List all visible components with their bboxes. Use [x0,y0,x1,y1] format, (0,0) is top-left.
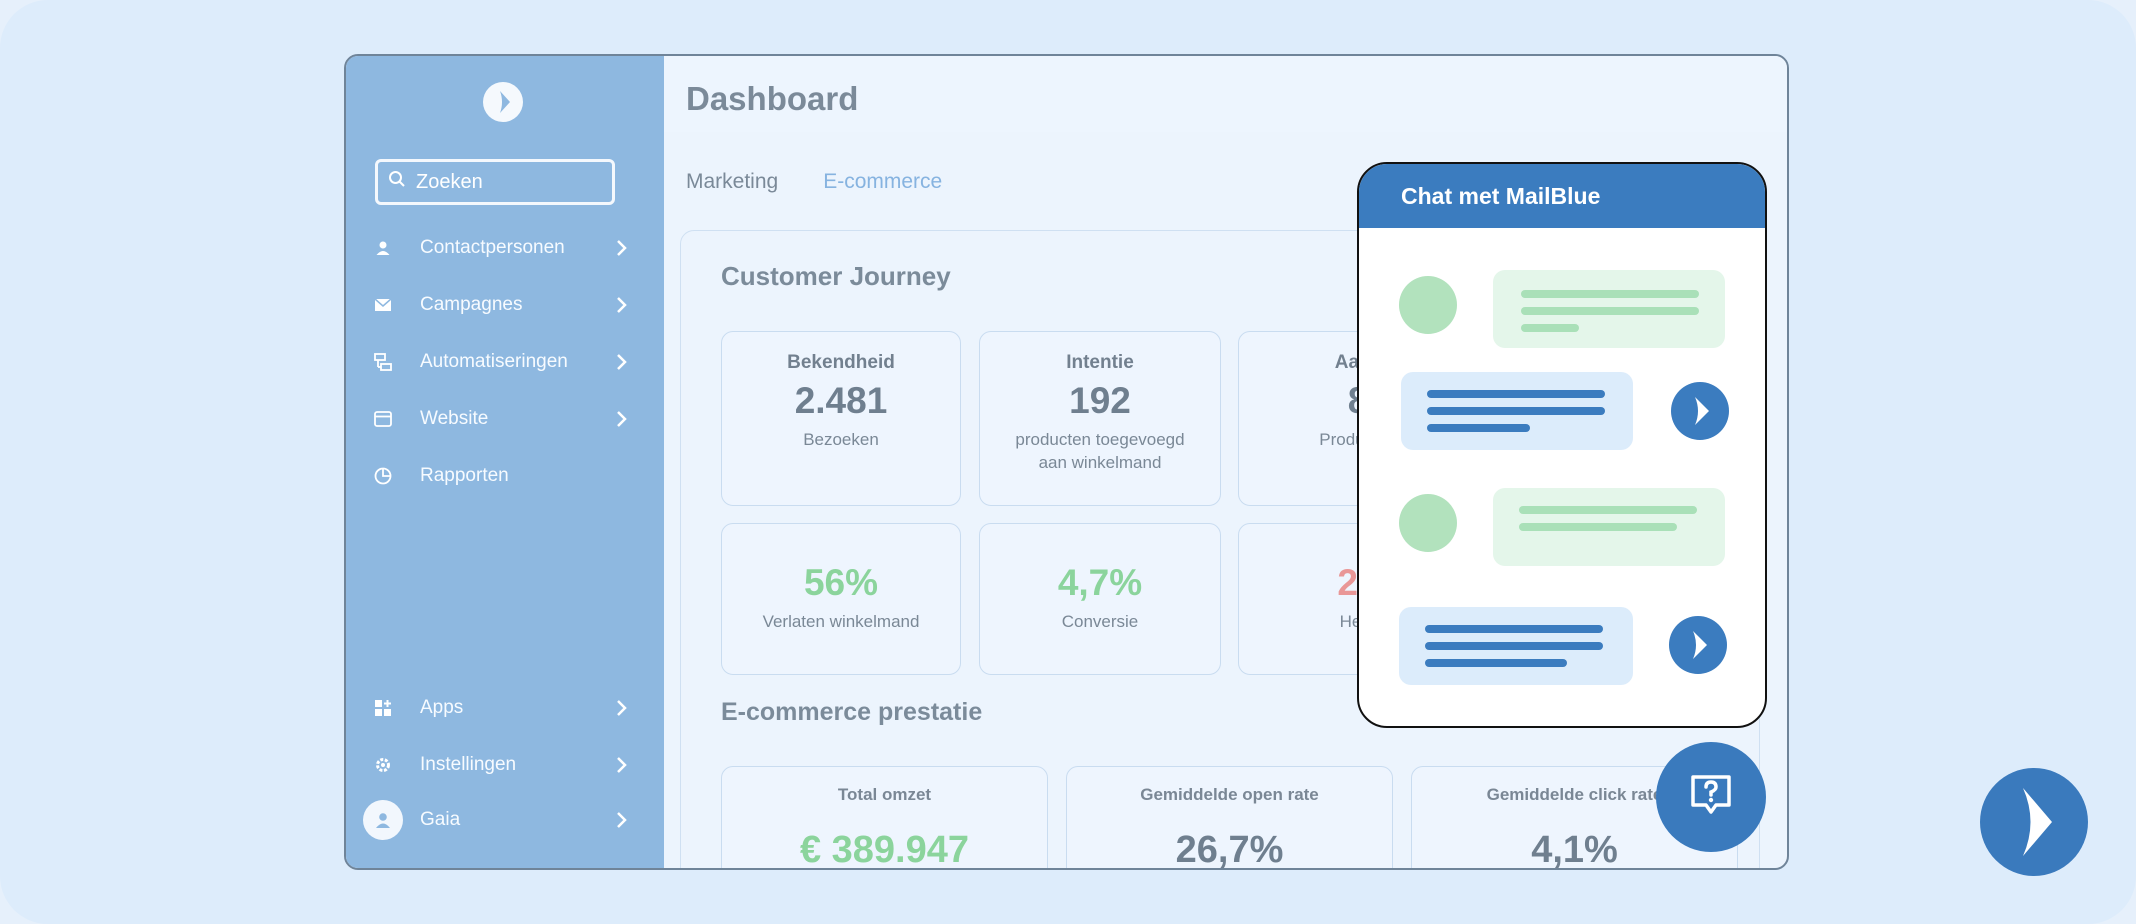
kpi-title: Gemiddelde click rate [1486,785,1663,804]
automation-icon [372,351,394,373]
chat-message-outgoing [1399,607,1633,685]
sidebar-item-campagnes[interactable]: Campagnes [372,285,632,325]
kpi-card-open-rate: Gemiddelde open rate 26,7% [1066,766,1393,870]
text-line [1521,290,1699,298]
text-line [1519,506,1697,514]
kpi-title: Total omzet [837,785,932,804]
card-subtitle: Bezoeken [803,430,879,449]
apps-icon [372,697,394,719]
sidebar-item-label: Rapporten [420,465,509,486]
card-subtitle: producten toegevoegd aan winkelmand [1015,430,1185,472]
mailblue-logo-icon [2023,788,2052,856]
card-value: 2.481 [794,380,888,421]
dashboard-panel: Customer Journey Bekendheid 2.481 Bezoek… [680,230,1760,870]
sidebar-item-apps[interactable]: Apps [372,688,632,728]
chevron-right-icon [612,810,632,830]
user-menu[interactable]: Gaia [363,800,632,840]
search-placeholder: Zoeken [416,170,483,193]
page-title: Dashboard [686,80,859,117]
chevron-right-icon [612,238,632,258]
top-bar: Dashboard [664,56,1787,132]
sidebar-item-label: Contactpersonen [420,237,565,258]
chevron-right-icon [612,755,632,775]
envelope-icon [372,294,394,316]
sidebar-item-automatiseringen[interactable]: Automatiseringen [372,342,632,382]
chat-message-incoming [1493,488,1725,566]
mailblue-logo-icon[interactable] [483,82,523,122]
sidebar-item-label: Website [420,408,489,429]
metric-value: 56% [803,562,879,603]
mailblue-launcher-button[interactable] [1980,768,2088,876]
kpi-value: € 389.947 [799,829,970,870]
chat-message-incoming [1493,270,1725,348]
text-line [1427,390,1605,398]
tab-e-commerce[interactable]: E-commerce [823,170,943,193]
kpi-value: 4,1% [1531,829,1618,870]
mailblue-logo-icon [1669,616,1727,674]
text-line [1425,625,1603,633]
card-title: Bekendheid [787,352,895,373]
gear-icon [372,754,394,776]
metric-card-conversie: 4,7% Conversie [979,523,1221,675]
metric-label: Verlaten winkelmand [762,612,920,631]
tab-bar: Marketing E-commerce [686,170,942,194]
sidebar-item-label: Campagnes [420,294,523,315]
sidebar-item-contactpersonen[interactable]: Contactpersonen [372,228,632,268]
sidebar: Zoeken Contactpersonen Campagnes Automat… [346,56,664,868]
pie-chart-icon [372,465,394,487]
chat-title: Chat met MailBlue [1401,182,1601,209]
kpi-title: Gemiddelde open rate [1140,785,1319,804]
help-button[interactable] [1656,742,1766,852]
chevron-right-icon [612,295,632,315]
user-name: Gaia [420,809,461,830]
text-line [1425,642,1603,650]
metric-value: 4,7% [1057,562,1143,603]
text-line [1521,307,1699,315]
sidebar-item-website[interactable]: Website [372,399,632,439]
text-line [1427,424,1530,432]
mailblue-logo-icon [1671,382,1729,440]
chevron-right-icon [612,409,632,429]
avatar [363,800,403,840]
chat-widget[interactable]: Chat met MailBlue [1357,162,1767,728]
text-line [1427,407,1605,415]
section-title-customer-journey: Customer Journey [721,261,951,291]
text-line [1521,324,1579,332]
section-title-ecommerce: E-commerce prestatie [721,698,983,726]
card-title: Intentie [1066,352,1134,373]
search-icon [388,170,406,194]
chat-header: Chat met MailBlue [1359,164,1765,228]
chevron-right-icon [612,352,632,372]
person-icon [372,237,394,259]
tab-marketing[interactable]: Marketing [686,170,779,193]
chat-user-avatar [1399,494,1457,552]
metric-label: Conversie [1061,612,1139,631]
sidebar-item-label: Automatiseringen [420,351,568,372]
metric-card-verlaten-winkelmand: 56% Verlaten winkelmand [721,523,961,675]
browser-icon [372,408,394,430]
search-input[interactable]: Zoeken [375,159,615,205]
sidebar-item-label: Instellingen [420,754,517,775]
kpi-card-total-omzet: Total omzet € 389.947 [721,766,1048,870]
text-line [1425,659,1567,667]
kpi-value: 26,7% [1175,829,1284,870]
sidebar-item-instellingen[interactable]: Instellingen [372,745,632,785]
journey-card-bekendheid: Bekendheid 2.481 Bezoeken [721,331,961,506]
help-chat-icon [1687,771,1735,824]
sidebar-item-label: Apps [420,697,464,718]
journey-card-intentie: Intentie 192 producten toegevoegd aan wi… [979,331,1221,506]
chat-user-avatar [1399,276,1457,334]
card-value: 192 [1069,380,1131,421]
chat-message-outgoing [1401,372,1633,450]
main-content: Dashboard Marketing E-commerce Customer … [664,56,1787,868]
sidebar-item-rapporten[interactable]: Rapporten [372,456,632,496]
text-line [1519,523,1677,531]
chevron-right-icon [612,698,632,718]
